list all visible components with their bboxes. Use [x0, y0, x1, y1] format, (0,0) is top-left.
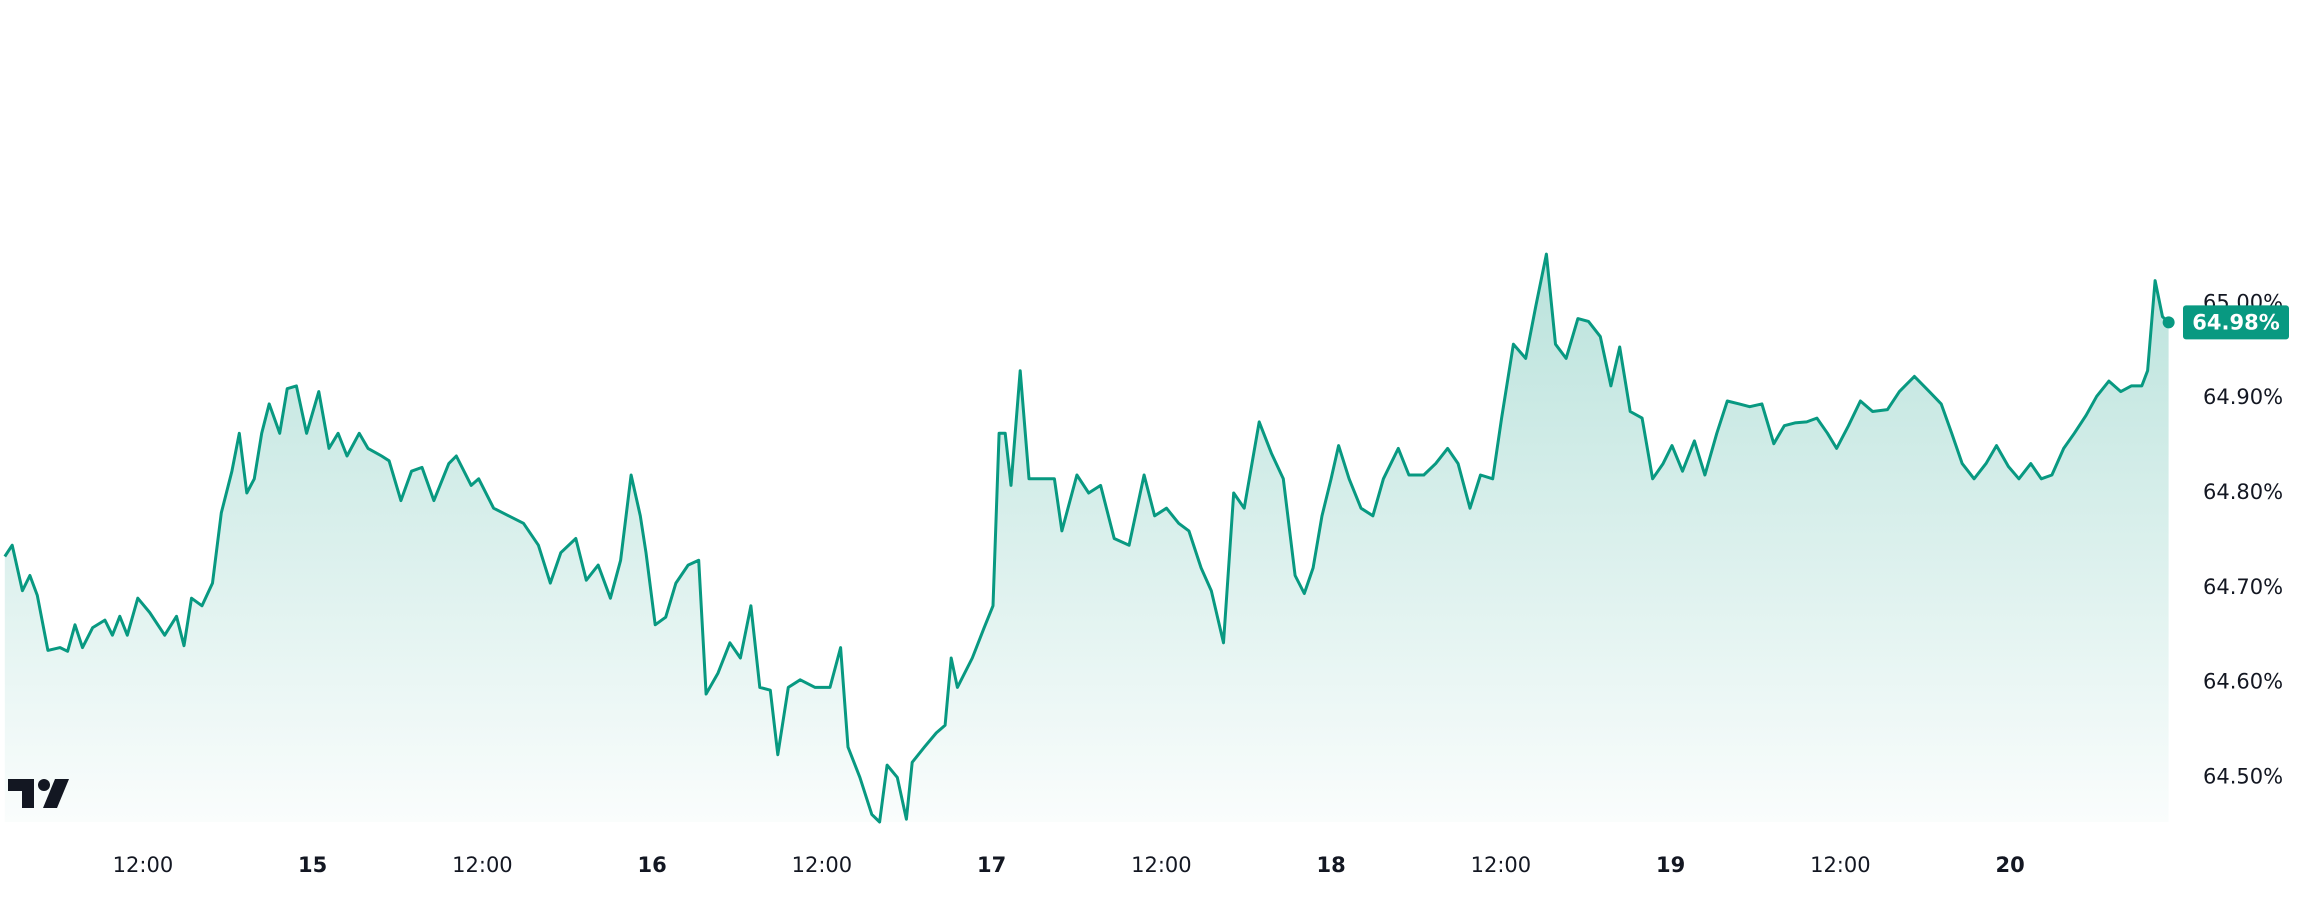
price-line: [3, 252, 2170, 824]
last-point: [2162, 316, 2175, 329]
x-tick-label: 12:00: [792, 853, 853, 877]
y-tick-label: 64.50%: [2203, 764, 2283, 788]
x-tick-label: 12:00: [1810, 853, 1871, 877]
y-tick-label: 64.80%: [2203, 480, 2283, 504]
x-tick-label: 15: [298, 853, 327, 877]
x-tick-label: 12:00: [1131, 853, 1192, 877]
y-tick-label: 64.90%: [2203, 385, 2283, 409]
last-value-badge: [2183, 305, 2289, 340]
y-tick-label: 64.70%: [2203, 575, 2283, 599]
x-tick-label: 19: [1656, 853, 1685, 877]
y-tick-label: 64.60%: [2203, 670, 2283, 694]
x-tick-label: 12:00: [1471, 853, 1532, 877]
area-fill: [4, 254, 2169, 823]
tradingview-logo: [8, 779, 69, 808]
x-tick-label: 20: [1995, 853, 2024, 877]
x-tick-label: 12:00: [113, 853, 174, 877]
x-tick-label: 18: [1317, 853, 1346, 877]
x-tick-label: 12:00: [452, 853, 513, 877]
x-tick-label: 16: [638, 853, 667, 877]
x-tick-label: 17: [977, 853, 1006, 877]
last-value-label: 64.98%: [2192, 310, 2279, 334]
